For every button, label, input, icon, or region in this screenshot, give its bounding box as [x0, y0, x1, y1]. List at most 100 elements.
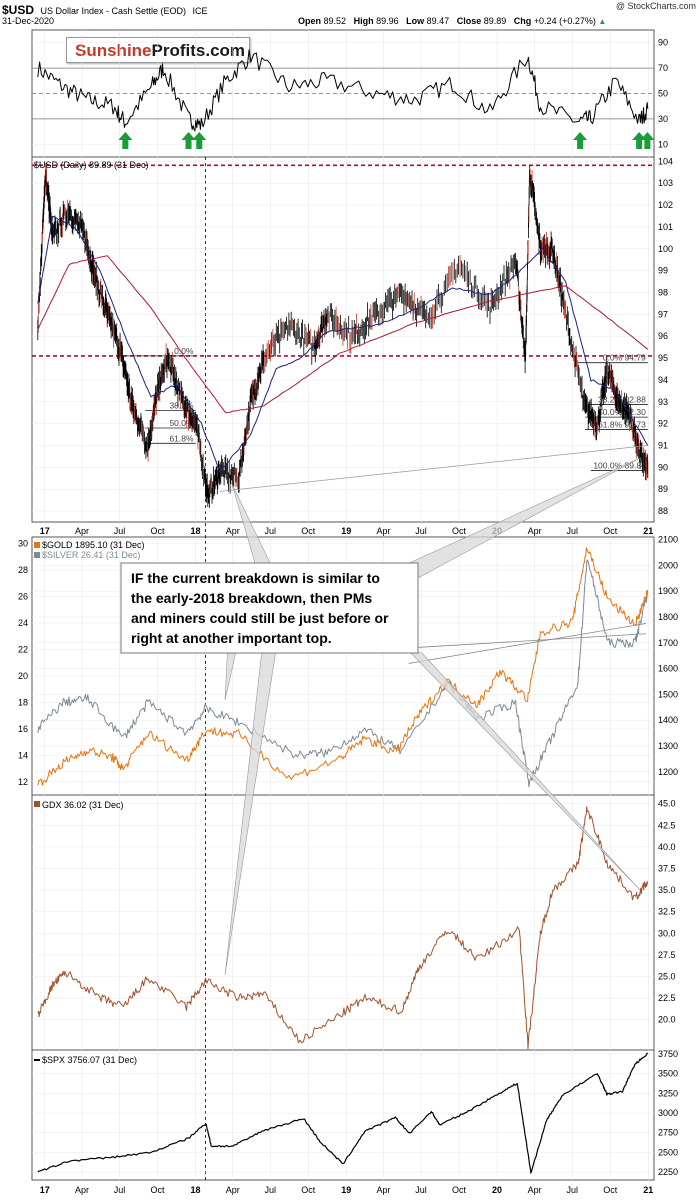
fib-level-label: 50.0%	[169, 418, 194, 428]
gdx-line	[37, 806, 649, 1050]
y-axis-label: 91	[658, 441, 668, 451]
fib-level-label: 0.0% 94.79	[603, 353, 646, 363]
x-axis-label: Oct	[603, 526, 618, 536]
close-value: 89.89	[483, 16, 507, 26]
callout-line-4: right at another important top.	[131, 630, 332, 646]
y-axis-label: 50	[658, 89, 668, 99]
x-axis-label: 18	[191, 526, 201, 536]
chart-header: $USD US Dollar Index - Cash Settle (EOD)…	[2, 1, 698, 29]
high-label: High	[353, 16, 374, 26]
x-axis-label: Apr	[528, 1185, 542, 1195]
y-axis-label: 70	[658, 63, 668, 73]
y-axis-label: 96	[658, 331, 668, 341]
y-axis-label: 90	[658, 462, 668, 472]
y-axis-label: 1500	[658, 689, 678, 699]
y-axis-label: 10	[658, 139, 668, 149]
x-axis-label: Oct	[151, 1185, 166, 1195]
gold-panel-title: $GOLD 1895.10 (31 Dec)	[42, 540, 145, 550]
green-up-arrow-icon	[640, 132, 655, 149]
silver-legend-swatch	[34, 552, 40, 558]
y-axis-label: 40.0	[658, 842, 676, 852]
y-axis-label: 98	[658, 288, 668, 298]
y-axis-label: 30	[18, 539, 28, 549]
y-axis-label: 101	[658, 222, 673, 232]
y-axis-label: 99	[658, 266, 668, 276]
y-axis-label: 28	[18, 565, 28, 575]
x-axis-label: Apr	[376, 526, 390, 536]
usd-ma200-line	[37, 255, 649, 414]
trendline	[408, 623, 647, 664]
ohlc-readout: Open 89.52 High 89.96 Low 89.47 Close 89…	[298, 16, 606, 26]
x-axis-label: Oct	[452, 1185, 467, 1195]
y-axis-label: 88	[658, 506, 668, 516]
panel-frame-spx	[31, 1049, 655, 1181]
gold-legend-swatch	[34, 542, 40, 548]
x-axis-label: 18	[191, 1185, 201, 1195]
logo-part1: Sunshine	[75, 41, 152, 60]
x-axis-label: Jul	[566, 526, 578, 536]
y-axis-label: 3000	[658, 1108, 678, 1118]
x-axis-label: Oct	[301, 1185, 316, 1195]
x-axis-label: Apr	[75, 526, 89, 536]
green-up-arrow-icon	[632, 132, 647, 149]
green-up-arrow-icon	[118, 132, 133, 149]
y-axis-label: 104	[658, 156, 673, 166]
y-axis-label: 90	[658, 38, 668, 48]
x-axis-label: 21	[643, 526, 653, 536]
close-label: Close	[456, 16, 482, 26]
rsi-line	[37, 49, 649, 132]
spx-line	[37, 1052, 649, 1174]
y-axis-label: 102	[658, 200, 673, 210]
y-axis-label: 103	[658, 178, 673, 188]
usd-ma50-line	[37, 216, 649, 474]
x-axis-label: Apr	[226, 526, 240, 536]
up-arrow-icon: ▲	[598, 17, 607, 26]
callout-pointers	[224, 457, 641, 976]
open-label: Open	[298, 16, 322, 26]
low-label: Low	[406, 16, 425, 26]
x-axis-label: Jul	[114, 526, 126, 536]
y-axis-label: 89	[658, 484, 668, 494]
low-value: 89.47	[426, 16, 450, 26]
x-axis-label: Jul	[415, 1185, 427, 1195]
index-name: US Dollar Index - Cash Settle (EOD)	[40, 6, 187, 16]
x-axis-label: Jul	[114, 1185, 126, 1195]
y-axis-label: 95	[658, 353, 668, 363]
x-axis-label: Oct	[151, 526, 166, 536]
high-value: 89.96	[376, 16, 399, 26]
annotation-callout: IF the current breakdown is similar to t…	[120, 457, 641, 976]
fib-level-label: 0.0%	[174, 346, 194, 356]
y-axis-label: 1300	[658, 741, 678, 751]
usd-panel-title: $USD (Daily) 89.89 (31 Dec)	[34, 160, 149, 170]
gdx-legend-swatch	[34, 801, 40, 807]
x-axis-label: 17	[40, 526, 50, 536]
chg-value: +0.24 (+0.27%)	[533, 16, 596, 26]
x-axis-label: 19	[341, 1185, 351, 1195]
y-axis-label: 2500	[658, 1147, 678, 1157]
y-axis-label: 42.5	[658, 820, 676, 830]
y-axis-label: 1400	[658, 715, 678, 725]
y-axis-label: 93	[658, 397, 668, 407]
y-axis-label: 20	[18, 671, 28, 681]
y-axis-label: 22	[18, 644, 28, 654]
y-axis-label: 30.0	[658, 928, 676, 938]
y-axis-label: 100	[658, 244, 673, 254]
y-axis-label: 97	[658, 309, 668, 319]
y-axis-label: 37.5	[658, 863, 676, 873]
panel-frame-usd	[31, 156, 655, 523]
y-axis-label: 1800	[658, 612, 678, 622]
gdx-panel-title: GDX 36.02 (31 Dec)	[42, 800, 124, 810]
green-up-arrow-icon	[192, 132, 207, 149]
x-axis-label: 20	[492, 1185, 502, 1195]
x-axis-label: Apr	[75, 1185, 89, 1195]
chg-label: Chg	[513, 16, 532, 26]
y-axis-label: 45.0	[658, 799, 676, 809]
exchange: ICE	[192, 6, 208, 16]
y-axis-label: 2100	[658, 535, 678, 545]
x-axis-label: Jul	[265, 526, 277, 536]
logo-part2: Profits.com	[151, 41, 246, 60]
fib-level-label: 61.8%	[169, 433, 194, 443]
credit: @ StockCharts.com	[615, 1, 696, 11]
green-up-arrow-icon	[573, 132, 588, 149]
